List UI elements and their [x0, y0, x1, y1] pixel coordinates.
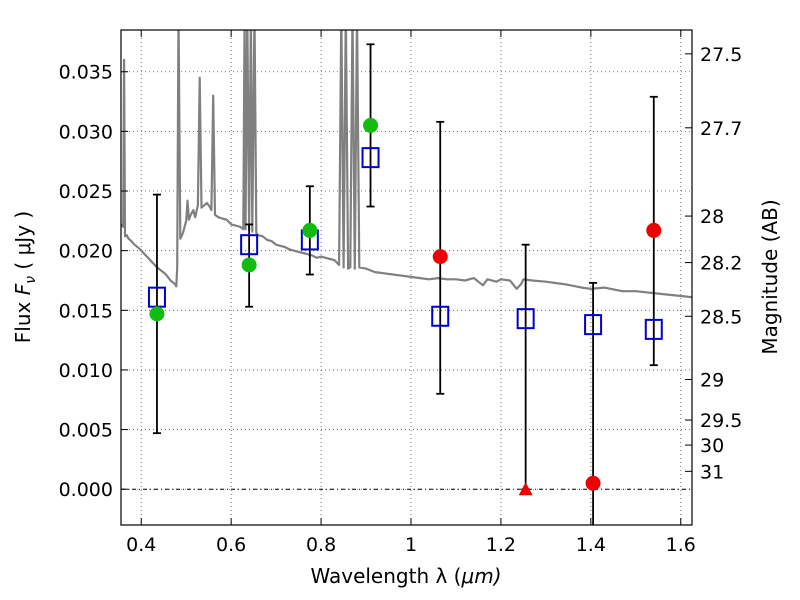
y-tick-label: 0.010 [59, 360, 113, 382]
y-tick-label: 0.035 [59, 62, 113, 84]
green-flux-point [302, 222, 318, 238]
model-flux-square [361, 147, 380, 169]
red-flux-point [585, 475, 601, 491]
model-flux-square [644, 318, 663, 340]
x-tick-label: 1.6 [666, 534, 696, 556]
model-spectrum-line [121, 30, 692, 299]
green-flux-point [149, 306, 165, 322]
green-flux-point [363, 117, 379, 133]
y2-tick-label: 27.5 [700, 44, 742, 66]
model-flux-square [584, 314, 603, 336]
x-tick-label: 0.8 [306, 534, 336, 556]
y-tick-label: 0.020 [59, 241, 113, 263]
y-tick-label: 0.015 [59, 300, 113, 322]
model-spectrum-layer [121, 30, 692, 299]
x-tick-label: 1.2 [486, 534, 516, 556]
plot-background [121, 30, 692, 525]
x-tick-label: 1 [405, 534, 417, 556]
y-tick-label: 0.000 [59, 479, 113, 501]
x-tick-label: 0.4 [126, 534, 156, 556]
y2-tick-label: 29.5 [700, 410, 742, 432]
photometry-points-layer [147, 117, 663, 496]
y2-tick-label: 30 [700, 435, 724, 457]
x-axis-title: Wavelength λ (μm) [310, 564, 501, 588]
tick-labels: 0.4 0.6 0.8 1 1.2 1.4 1.6 0.000 0.005 0.010 0.015 0… [59, 44, 743, 556]
y2-tick-label: 28.5 [700, 306, 742, 328]
y2-tick-label: 31 [700, 461, 724, 483]
right-axis-title: Magnitude (AB) [758, 199, 782, 354]
red-flux-point [432, 249, 448, 265]
axis-ticks [121, 30, 692, 525]
model-flux-square [240, 234, 259, 256]
grid-lines [121, 30, 692, 525]
y2-tick-label: 29 [700, 369, 724, 391]
y2-tick-label: 28 [700, 206, 724, 228]
red-upper-limit-triangle [518, 482, 533, 496]
red-flux-point [646, 222, 662, 238]
plot-frame [120, 29, 693, 526]
y2-tick-label: 27.7 [700, 118, 742, 140]
y-tick-label: 0.005 [59, 420, 113, 442]
y-axis-title: Flux Fν ( μJy ) [11, 211, 39, 343]
model-flux-square [431, 305, 450, 327]
x-tick-label: 1.4 [576, 534, 606, 556]
y-tick-label: 0.030 [59, 121, 113, 143]
y-tick-label: 0.025 [59, 181, 113, 203]
y2-tick-label: 28.2 [700, 253, 742, 275]
green-flux-point [241, 257, 257, 273]
model-flux-square [516, 308, 535, 330]
x-tick-label: 0.6 [216, 534, 246, 556]
